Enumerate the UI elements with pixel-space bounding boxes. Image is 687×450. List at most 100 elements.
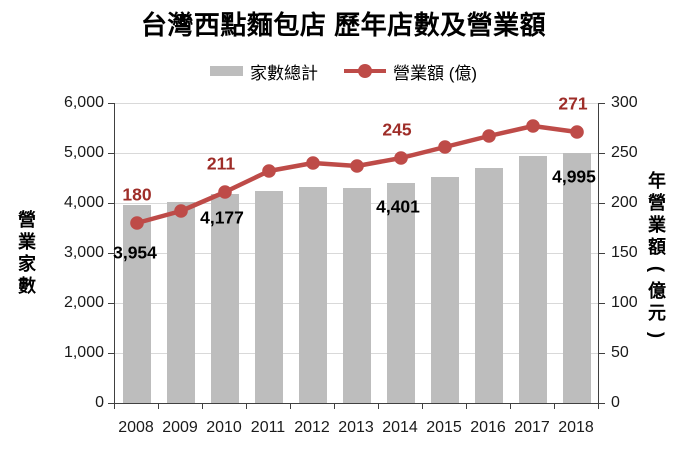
y-axis-tick-right <box>599 153 605 154</box>
x-tick-label-2015: 2015 <box>426 419 462 436</box>
y-tick-label-right: 300 <box>611 94 638 111</box>
line-marker-2018 <box>570 125 584 139</box>
plot-area: 3,954 4,177 4,401 4,995 180 211 245 271 <box>113 94 599 404</box>
y-tick-label-right: 150 <box>611 244 638 261</box>
axis-title-char: 業 <box>18 232 36 252</box>
y-axis-tick-right <box>599 403 605 404</box>
x-tick-label-2014: 2014 <box>382 419 418 436</box>
y-axis-tick-left <box>108 253 114 254</box>
x-axis-tick <box>334 403 335 409</box>
y-axis-tick-right <box>599 253 605 254</box>
x-axis-tick <box>598 403 599 409</box>
y-axis-tick-left <box>108 153 114 154</box>
bar-2016 <box>475 167 503 403</box>
x-tick-label-2018: 2018 <box>558 419 594 436</box>
y-tick-label-right: 200 <box>611 194 638 211</box>
y-tick-label-right: 250 <box>611 144 638 161</box>
line-marker-2017 <box>526 119 540 133</box>
y-axis-tick-left <box>108 403 114 404</box>
line-data-label: 245 <box>382 119 412 140</box>
bar-2014 <box>387 182 415 403</box>
axis-title-char: 年 <box>648 171 666 191</box>
y-tick-label-right: 0 <box>611 394 620 411</box>
x-tick-label-2008: 2008 <box>118 419 154 436</box>
axis-title-char: 營 <box>648 193 666 213</box>
line-marker-swatch-icon <box>343 64 386 78</box>
y-axis-tick-right <box>599 203 605 204</box>
legend-label-stores: 家數總計 <box>249 63 318 83</box>
x-tick-label-2013: 2013 <box>338 419 374 436</box>
y-tick-label-left: 3,000 <box>63 244 104 261</box>
line-marker-2010 <box>218 185 232 199</box>
y-tick-label-left: 6,000 <box>63 94 104 111</box>
y-tick-label-left: 0 <box>95 394 104 411</box>
bar-data-label: 4,995 <box>552 166 596 187</box>
chart-title: 台灣西點麵包店 歷年店數及營業額 <box>140 10 547 40</box>
y-axis-tick-right <box>599 103 605 104</box>
gridline <box>115 153 598 154</box>
y-tick-label-left: 2,000 <box>63 294 104 311</box>
bar-data-label: 4,401 <box>376 196 420 217</box>
y-tick-label-left: 5,000 <box>63 144 104 161</box>
x-axis-tick <box>114 403 115 409</box>
line-marker-2016 <box>482 129 496 143</box>
axis-title-char: ( <box>647 266 667 272</box>
line-dot-icon <box>357 64 372 78</box>
x-axis-tick <box>202 403 203 409</box>
y-tick-label-left: 1,000 <box>63 344 104 361</box>
line-marker-2014 <box>394 151 408 165</box>
axis-title-char: 營 <box>18 210 36 230</box>
line-marker-2011 <box>262 164 276 178</box>
y-tick-label-left: 4,000 <box>63 194 104 211</box>
x-tick-label-2011: 2011 <box>250 419 286 436</box>
bar-swatch-icon <box>209 66 243 76</box>
line-marker-2008 <box>130 216 144 230</box>
line-data-label: 211 <box>206 153 236 174</box>
y-axis-tick-left <box>108 203 114 204</box>
gridline <box>115 103 598 104</box>
bar-2009 <box>167 201 195 403</box>
y-axis-tick-left <box>108 303 114 304</box>
x-axis-tick <box>554 403 555 409</box>
axis-title-char: 億 <box>648 281 666 301</box>
x-axis-tick <box>158 403 159 409</box>
x-axis-tick <box>246 403 247 409</box>
axis-title-char: ) <box>647 332 667 338</box>
axis-title-char: 額 <box>648 237 666 257</box>
line-marker-2012 <box>306 156 320 170</box>
bar-2010 <box>211 194 239 403</box>
x-tick-label-2010: 2010 <box>206 419 242 436</box>
x-tick-label-2009: 2009 <box>162 419 198 436</box>
x-axis-tick <box>378 403 379 409</box>
axis-title-char: 數 <box>18 276 36 296</box>
line-marker-2013 <box>350 159 364 173</box>
axis-title-char: 家 <box>18 254 36 274</box>
revenue-line-chart <box>130 119 584 230</box>
legend-label-revenue: 營業額 (億) <box>392 63 478 83</box>
bar-2008 <box>123 205 151 403</box>
bar-data-label: 4,177 <box>200 207 244 228</box>
y-axis-tick-left <box>108 103 114 104</box>
line-marker-2015 <box>438 140 452 154</box>
right-axis-title: 年營業額 (億元) <box>647 170 667 346</box>
x-tick-label-2016: 2016 <box>470 419 506 436</box>
bar-2015 <box>431 176 459 403</box>
legend-item-revenue: 營業額 (億) <box>343 59 478 84</box>
bar-2011 <box>255 191 283 403</box>
y-axis-tick-right <box>599 303 605 304</box>
line-data-label: 271 <box>558 93 588 114</box>
line-data-label: 180 <box>122 184 152 205</box>
bar-2017 <box>519 155 547 403</box>
y-axis-tick-right <box>599 353 605 354</box>
axis-title-char: 元 <box>648 303 666 323</box>
legend-item-stores: 家數總計 <box>209 59 318 84</box>
x-tick-label-2012: 2012 <box>294 419 330 436</box>
bar-data-label: 3,954 <box>113 242 157 263</box>
y-tick-label-right: 100 <box>611 294 638 311</box>
x-axis-tick <box>510 403 511 409</box>
bar-2013 <box>343 188 371 403</box>
x-axis-tick <box>466 403 467 409</box>
x-axis-tick <box>290 403 291 409</box>
legend: 家數總計 營業額 (億) <box>0 58 687 84</box>
